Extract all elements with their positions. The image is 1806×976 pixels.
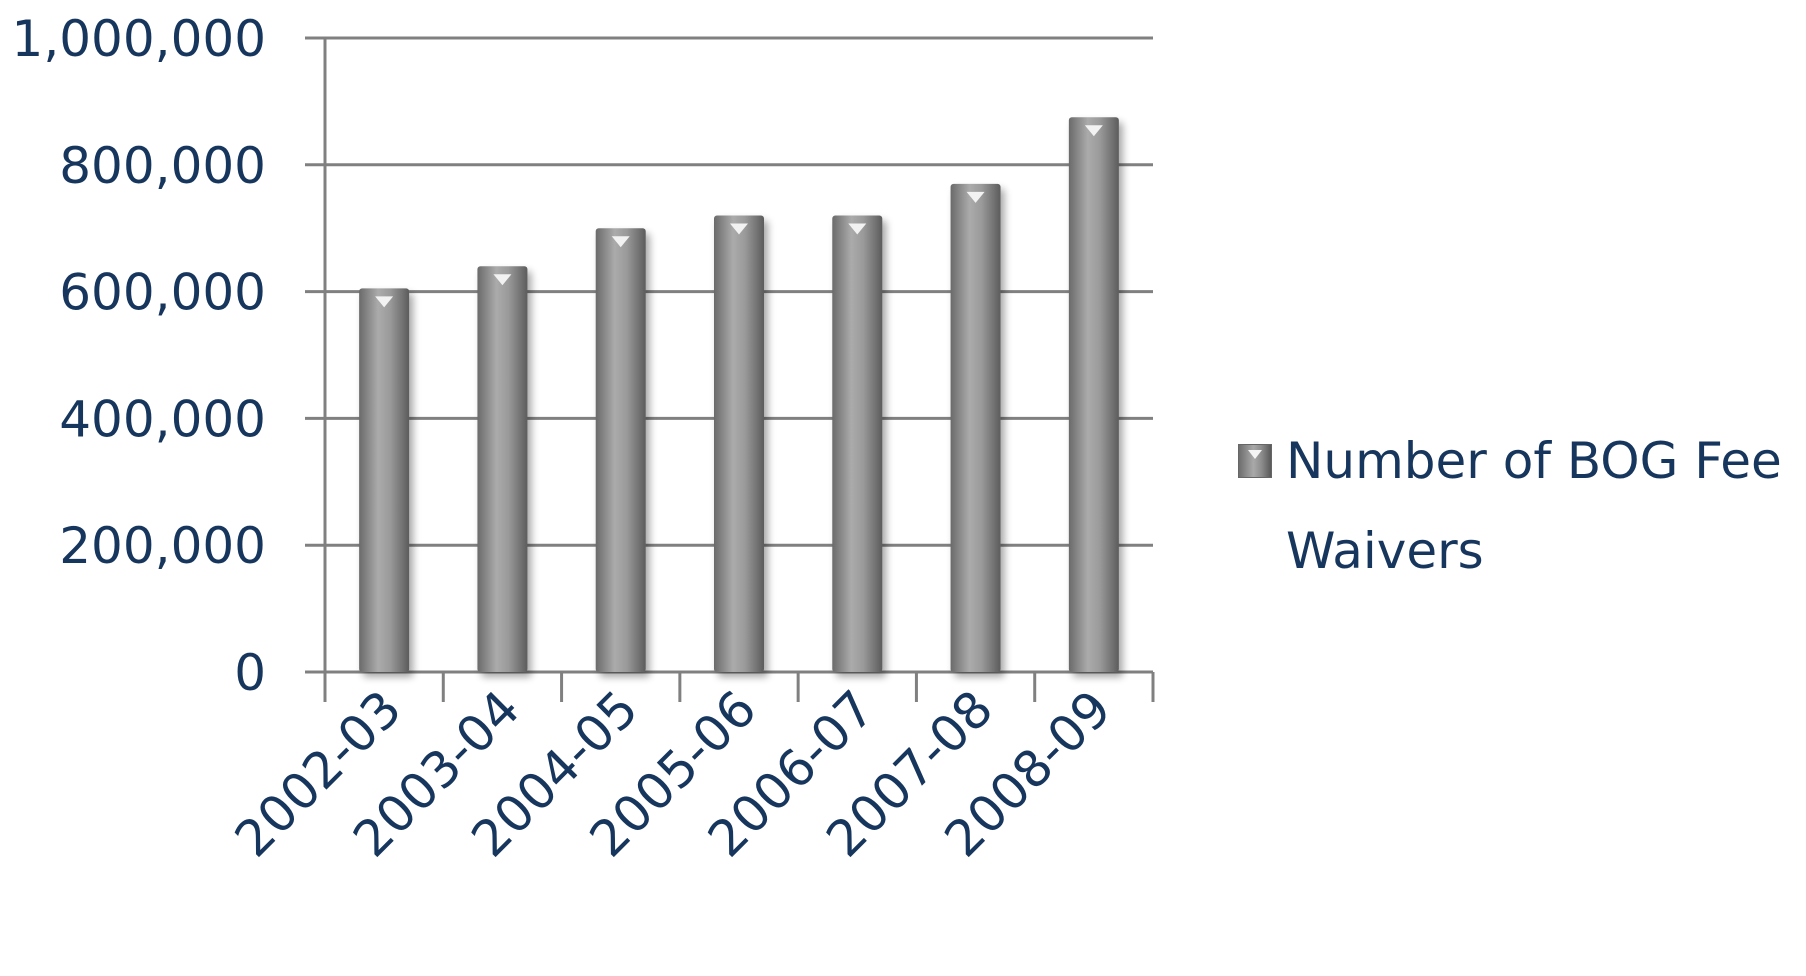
bar-group <box>1068 117 1119 672</box>
y-tick-label: 1,000,000 <box>12 10 266 68</box>
legend: Number of BOG Fee Waivers <box>1238 432 1798 596</box>
bar-group <box>595 228 646 672</box>
bars <box>359 117 1119 672</box>
y-tick-label: 200,000 <box>59 517 266 575</box>
bar-group <box>359 288 410 672</box>
bar-group <box>714 215 764 672</box>
bar <box>1068 117 1119 672</box>
y-tick-label: 600,000 <box>59 264 266 322</box>
bar <box>359 288 410 672</box>
bar-group <box>477 266 528 672</box>
y-axis-tick-labels: 0 200,000 400,000 600,000 800,000 1,000,000 <box>12 10 266 702</box>
axes <box>323 38 1155 702</box>
y-tick-label: 0 <box>234 644 266 702</box>
y-tick-label: 800,000 <box>59 137 266 195</box>
bar <box>477 266 528 672</box>
bar-top-marker <box>375 296 394 308</box>
bar-group <box>950 183 1001 672</box>
bar <box>714 215 764 672</box>
bar-top-marker <box>966 191 985 203</box>
bar <box>832 215 883 672</box>
legend-label: Number of BOG Fee Waivers <box>1286 432 1782 580</box>
legend-swatch <box>1238 444 1272 478</box>
bar <box>950 183 1001 672</box>
bar-top-marker <box>1084 125 1103 137</box>
bar-group <box>832 215 883 672</box>
x-axis-tick-labels: 2002-032003-042004-052005-062006-072007-… <box>224 679 1122 868</box>
y-tick-label: 400,000 <box>59 390 266 448</box>
bar-top-marker <box>730 223 748 235</box>
bar <box>595 228 646 672</box>
bar-top-marker <box>611 236 630 248</box>
bar-top-marker <box>493 274 512 286</box>
bar-top-marker <box>848 223 867 235</box>
